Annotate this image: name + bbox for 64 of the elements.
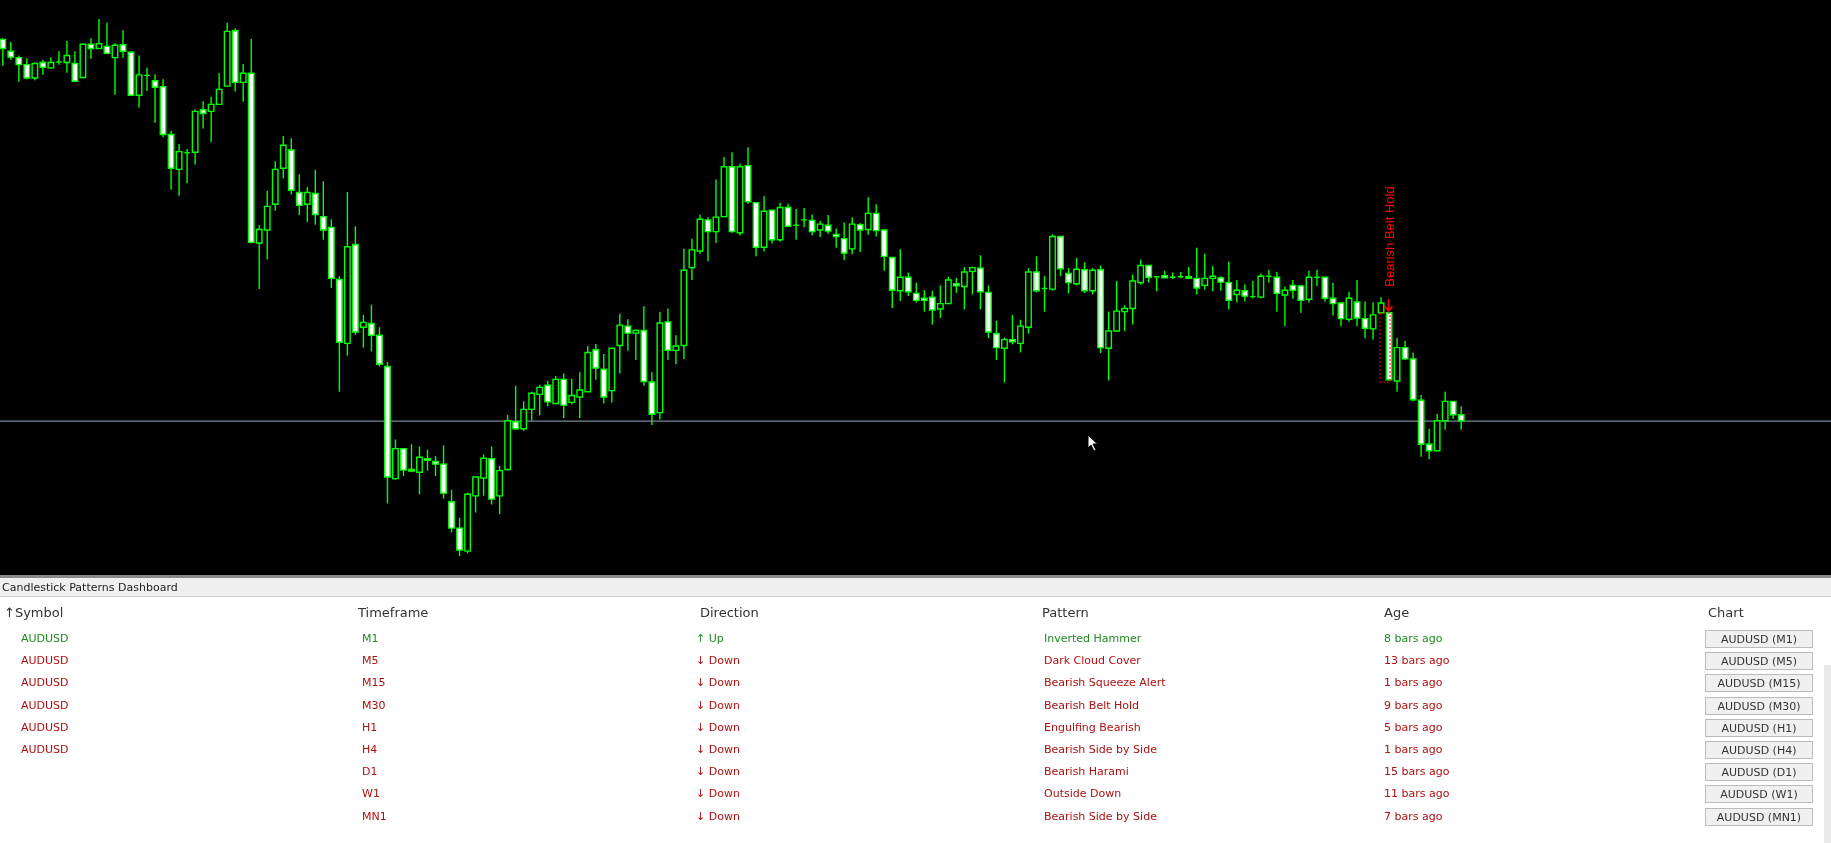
text: W1 (362, 787, 380, 801)
text: AUDUSD (21, 743, 69, 756)
text: AUDUSD (21, 654, 69, 668)
text: M5 (362, 654, 379, 668)
text: AUDUSD (D1) (1721, 766, 1797, 780)
text: Bearish Side by Side (1044, 809, 1157, 823)
text: H1 (362, 720, 378, 734)
text: 1 bars ago (1384, 676, 1443, 690)
text: AUDUSD (21, 676, 69, 690)
text: ↓ Down (696, 654, 740, 668)
text: H4 (362, 743, 378, 756)
text: AUDUSD (MN1) (1716, 810, 1802, 824)
candlestick (1369, 301, 1377, 341)
text: ↓ Down (696, 765, 740, 779)
text: ↓ Down (696, 720, 740, 734)
category-label: ↑Symbol (4, 605, 64, 620)
text: 8 bars ago (1384, 632, 1443, 645)
text: AUDUSD (M15) (1717, 677, 1801, 691)
text: Candlestick Patterns Dashboard (2, 581, 178, 594)
text: M30 (362, 698, 386, 712)
text: ↑ Up (696, 632, 724, 645)
text: 15 bars ago (1384, 765, 1450, 779)
text: ↓ Down (696, 743, 740, 756)
text: 11 bars ago (1384, 787, 1450, 801)
text: 1 bars ago (1384, 743, 1443, 756)
text: AUDUSD (H1) (1721, 721, 1797, 735)
category-label: Age (1384, 605, 1410, 620)
text: Bearish Harami (1044, 765, 1129, 779)
text: AUDUSD (W1) (1720, 788, 1798, 802)
text: M15 (362, 676, 386, 690)
text: Inverted Hammer (1044, 632, 1142, 645)
text: 13 bars ago (1384, 654, 1450, 668)
candlestick (1353, 279, 1361, 327)
text: AUDUSD (21, 720, 69, 734)
text: ↓ Down (696, 676, 740, 690)
text: AUDUSD (21, 632, 69, 645)
text: AUDUSD (M1) (1720, 633, 1798, 646)
candlestick (0, 37, 7, 67)
candlestick (832, 227, 840, 249)
text: AUDUSD (H4) (1721, 744, 1797, 757)
text: AUDUSD (M30) (1717, 699, 1801, 713)
category-label: Timeframe (358, 605, 429, 620)
text: MN1 (362, 809, 387, 823)
text: 5 bars ago (1384, 720, 1443, 734)
text: Engulfing Bearish (1044, 720, 1141, 734)
category-label: Chart (1708, 605, 1744, 620)
text: Bearish Side by Side (1044, 743, 1157, 756)
text: ↓ Down (696, 698, 740, 712)
text: ↓ Down (696, 787, 740, 801)
text: AUDUSD (21, 698, 69, 712)
text: Bearish Squeeze Alert (1044, 676, 1166, 690)
category-label: Direction (700, 605, 759, 620)
candlestick (119, 29, 127, 59)
text: 9 bars ago (1384, 698, 1443, 712)
text: ↓ Down (696, 809, 740, 823)
text: D1 (362, 765, 378, 779)
text: Outside Down (1044, 787, 1122, 801)
text: AUDUSD (M5) (1720, 655, 1798, 669)
text: Dark Cloud Cover (1044, 654, 1141, 668)
category-label: Pattern (1042, 605, 1089, 620)
annotation: Bearish Belt Hold (1382, 186, 1397, 287)
text: M1 (362, 632, 379, 645)
text: 7 bars ago (1384, 809, 1443, 823)
text: Bearish Belt Hold (1044, 698, 1140, 712)
